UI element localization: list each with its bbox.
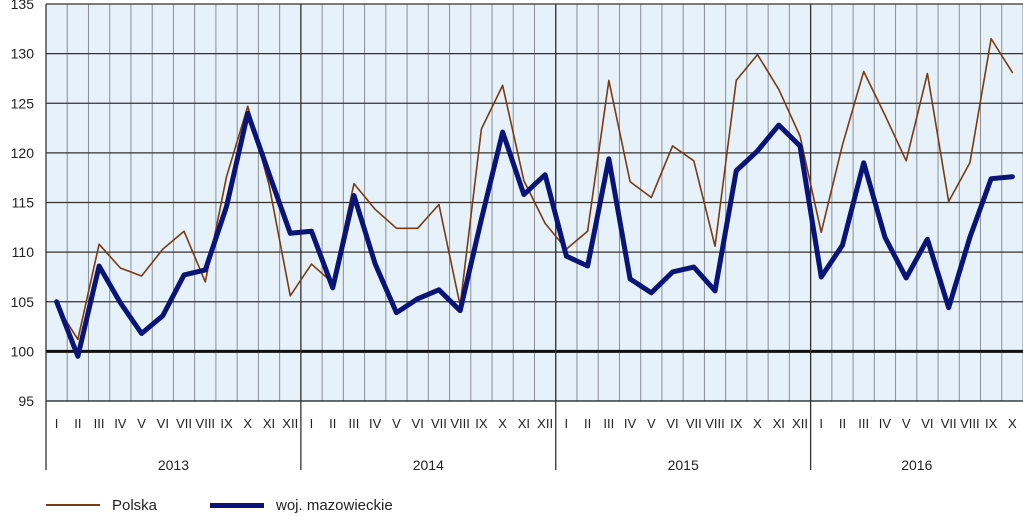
y-tick-label: 105 [11, 294, 35, 310]
x-axis-year-labels: 2013 2014 2015 2016 [158, 457, 933, 473]
year-label: 2014 [413, 457, 444, 473]
x-tick-label: VIII [960, 416, 980, 431]
legend-item-polska: Polska [46, 494, 157, 516]
y-axis-tick-labels: 95 100 105 110 115 120 125 130 135 [11, 0, 35, 409]
legend-label-mazowieckie: woj. mazowieckie [276, 496, 393, 514]
x-tick-label: XII [792, 416, 808, 431]
x-tick-label: IX [730, 416, 743, 431]
x-tick-label: VII [686, 416, 702, 431]
x-tick-label: III [94, 416, 105, 431]
series-line-mazowieckie [54, 110, 1015, 359]
x-tick-label: X [1008, 416, 1017, 431]
legend-label-polska: Polska [112, 496, 158, 514]
x-tick-label: V [902, 416, 911, 431]
x-tick-label: IV [369, 416, 382, 431]
x-tick-label: VI [412, 416, 424, 431]
x-tick-label: XII [282, 416, 298, 431]
x-tick-label: V [392, 416, 401, 431]
x-tick-label: VIII [705, 416, 725, 431]
year-label: 2016 [901, 457, 932, 473]
x-tick-label: VIII [196, 416, 216, 431]
x-tick-label: IX [475, 416, 488, 431]
x-tick-label: IV [879, 416, 892, 431]
x-tick-label: II [329, 416, 336, 431]
x-tick-label: VI [157, 416, 169, 431]
x-tick-label: XI [518, 416, 530, 431]
x-tick-label: IV [624, 416, 637, 431]
legend-swatch-polska [46, 504, 100, 506]
x-tick-label: I [565, 416, 569, 431]
year-label: 2013 [158, 457, 189, 473]
legend: Polska woj. mazowieckie [0, 494, 1023, 516]
series-line-polska [55, 37, 1014, 341]
x-tick-label: V [647, 416, 656, 431]
year-label: 2015 [668, 457, 699, 473]
series-lines [54, 37, 1015, 359]
y-tick-label: 130 [11, 46, 35, 62]
x-tick-label: III [603, 416, 614, 431]
x-tick-label: I [310, 416, 314, 431]
x-tick-label: X [243, 416, 252, 431]
x-tick-label: VII [431, 416, 447, 431]
x-tick-label: X [498, 416, 507, 431]
x-tick-label: II [74, 416, 81, 431]
x-tick-label: IX [220, 416, 233, 431]
x-tick-label: VIII [450, 416, 470, 431]
x-tick-label: III [349, 416, 360, 431]
x-tick-label: II [839, 416, 846, 431]
y-tick-label: 115 [12, 195, 35, 211]
x-tick-label: I [55, 416, 59, 431]
x-tick-label: II [584, 416, 591, 431]
y-tick-label: 110 [12, 244, 35, 260]
x-tick-label: IV [114, 416, 127, 431]
y-tick-label: 120 [11, 145, 35, 161]
y-tick-label: 125 [11, 95, 35, 111]
legend-swatch-mazowieckie [210, 502, 264, 508]
x-tick-label: XII [537, 416, 553, 431]
y-tick-label: 100 [11, 343, 35, 359]
x-tick-label: VI [666, 416, 678, 431]
x-tick-label: I [819, 416, 823, 431]
x-tick-label: XI [773, 416, 785, 431]
x-tick-label: VII [941, 416, 957, 431]
legend-item-mazowieckie: woj. mazowieckie [210, 494, 393, 516]
x-tick-label: XI [263, 416, 275, 431]
y-tick-label: 95 [18, 393, 34, 409]
x-axis-month-labels: I II III IV V VI VII VIII IX X XI XII I II III IV V VI VII… [55, 416, 1017, 431]
x-tick-label: III [858, 416, 869, 431]
x-tick-label: V [137, 416, 146, 431]
y-tick-label: 135 [11, 0, 35, 12]
x-tick-label: X [753, 416, 762, 431]
x-tick-label: VII [176, 416, 192, 431]
x-tick-label: VI [921, 416, 933, 431]
x-tick-label: IX [985, 416, 998, 431]
